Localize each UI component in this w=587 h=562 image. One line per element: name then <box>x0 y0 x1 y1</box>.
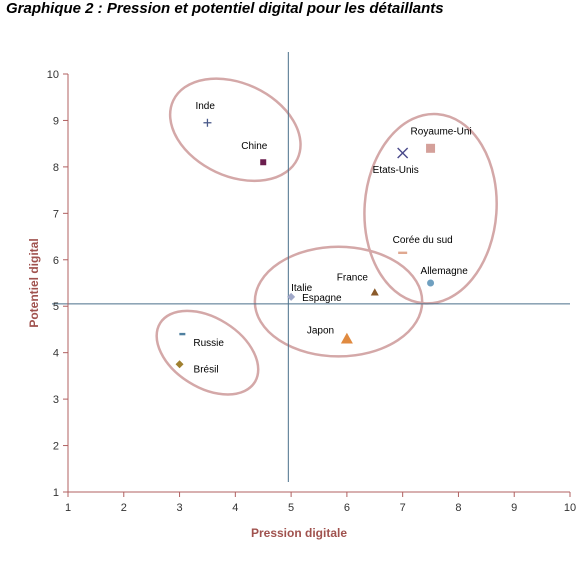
y-tick-label: 2 <box>53 441 59 453</box>
y-tick-label: 5 <box>53 301 59 313</box>
y-tick-label: 4 <box>53 348 59 360</box>
label-russie: Russie <box>193 338 224 349</box>
x-tick-label: 8 <box>455 502 461 514</box>
chart-title: Graphique 2 : Pression et potentiel digi… <box>6 0 444 17</box>
point-italie <box>287 292 296 301</box>
label-bresil: Brésil <box>194 364 219 375</box>
point-russie <box>179 332 186 336</box>
reference-lines-layer <box>52 52 570 482</box>
x-tick-label: 1 <box>65 502 71 514</box>
point-japon <box>340 332 353 344</box>
point-coree-du-sud <box>398 251 408 255</box>
group-ellipse-3 <box>253 245 424 358</box>
group-ellipse-2 <box>363 112 498 305</box>
label-allemagne: Allemagne <box>421 266 469 277</box>
x-axis-title: Pression digitale <box>251 526 347 540</box>
x-tick-label: 6 <box>344 502 350 514</box>
label-chine: Chine <box>241 141 268 152</box>
cross-marker-b <box>397 147 409 159</box>
group-ellipse-1 <box>168 77 302 183</box>
x-tick-label: 9 <box>511 502 517 514</box>
point-bresil <box>175 360 184 369</box>
y-tick-label: 1 <box>53 487 59 499</box>
points-layer <box>175 118 436 369</box>
y-tick-label: 6 <box>53 255 59 267</box>
x-tick-label: 10 <box>564 502 576 514</box>
label-espagne: Espagne <box>302 293 342 304</box>
x-tick-label: 2 <box>121 502 127 514</box>
point-allemagne <box>427 279 435 287</box>
x-tick-label: 3 <box>176 502 182 514</box>
label-japon: Japon <box>307 326 334 337</box>
point-etats-unis <box>397 147 409 159</box>
point-inde <box>203 118 212 127</box>
y-tick-label: 7 <box>53 208 59 220</box>
point-royaume-uni <box>426 143 436 153</box>
x-tick-label: 7 <box>400 502 406 514</box>
y-tick-label: 9 <box>53 115 59 127</box>
label-royaume-uni: Royaume-Uni <box>411 126 472 137</box>
label-etats-unis: Etats-Unis <box>373 165 419 176</box>
point-chine <box>260 159 267 166</box>
y-tick-label: 3 <box>53 394 59 406</box>
label-france: France <box>337 272 369 283</box>
label-italie: Italie <box>291 283 313 294</box>
y-tick-label: 8 <box>53 162 59 174</box>
y-tick-label: 10 <box>47 69 59 81</box>
x-tick-label: 5 <box>288 502 294 514</box>
labels-layer: Inde Chine Royaume-Uni Etats-Unis Corée du s… <box>193 101 471 376</box>
axes-layer: 1 2 3 4 5 6 7 8 9 10 1 2 3 4 5 6 7 8 9 10 Pression digitale P… <box>27 69 576 540</box>
point-france <box>370 288 379 296</box>
label-coree-du-sud: Corée du sud <box>393 235 453 246</box>
group-ellipse-4 <box>155 309 260 396</box>
x-tick-label: 4 <box>232 502 238 514</box>
ellipses-layer <box>155 77 498 396</box>
y-axis-title: Potentiel digital <box>27 238 41 327</box>
label-inde: Inde <box>195 101 215 112</box>
